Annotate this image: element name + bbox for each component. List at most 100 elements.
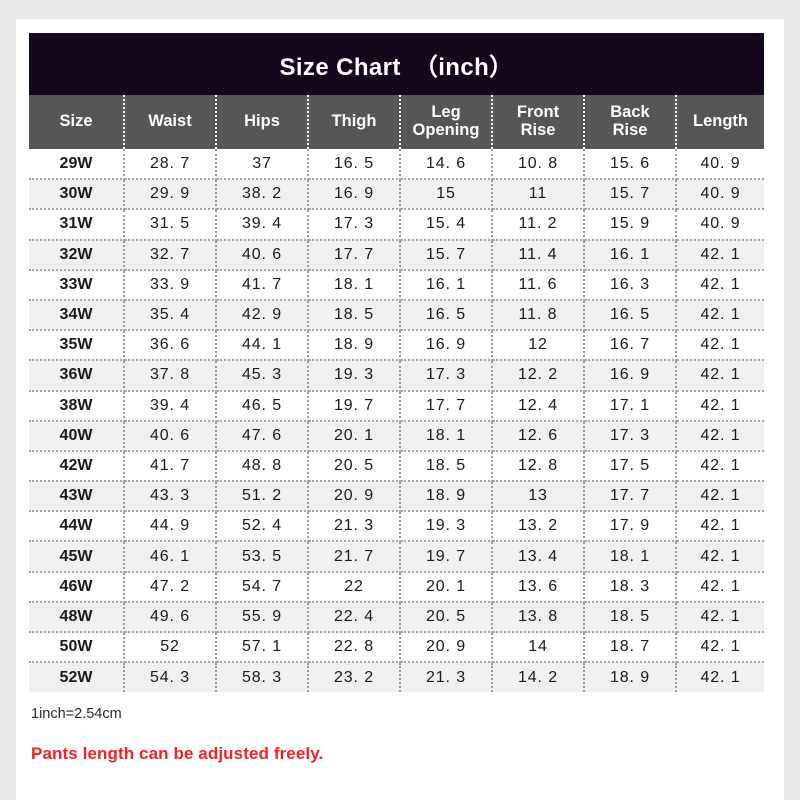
measurement-cell: 55. 9 bbox=[216, 601, 309, 634]
measurement-cell: 11. 8 bbox=[492, 299, 585, 332]
measurement-cell: 16. 5 bbox=[584, 299, 677, 332]
column-header-waist: Waist bbox=[124, 95, 217, 149]
measurement-cell: 28. 7 bbox=[124, 149, 217, 181]
table-row: 40W 40. 6 47. 6 20. 1 18. 1 12. 6 17. 3 42. 1 bbox=[29, 420, 764, 452]
measurement-cell: 20. 9 bbox=[308, 481, 401, 513]
measurement-cell: 13. 8 bbox=[492, 601, 585, 634]
table-row: 48W 49. 6 55. 9 22. 4 20. 5 13. 8 18. 5 42. 1 bbox=[29, 601, 764, 634]
table-body: 29W 28. 7 37 16. 5 14. 6 10. 8 15. 6 40. 9 30W 29… bbox=[29, 149, 764, 693]
measurement-cell: 12. 8 bbox=[492, 450, 585, 483]
measurement-cell: 22. 4 bbox=[308, 601, 401, 634]
measurement-cell: 19. 3 bbox=[400, 511, 493, 543]
measurement-cell: 15. 9 bbox=[584, 209, 677, 241]
table-row: 29W 28. 7 37 16. 5 14. 6 10. 8 15. 6 40. 9 bbox=[29, 149, 764, 181]
measurement-cell: 54. 3 bbox=[124, 662, 217, 693]
size-label: 40W bbox=[29, 420, 125, 452]
measurement-cell: 44. 9 bbox=[124, 511, 217, 543]
measurement-cell: 58. 3 bbox=[216, 662, 309, 693]
measurement-cell: 39. 4 bbox=[216, 209, 309, 241]
measurement-cell: 20. 1 bbox=[400, 571, 493, 603]
measurement-cell: 16. 7 bbox=[584, 330, 677, 362]
measurement-cell: 54. 7 bbox=[216, 571, 309, 603]
measurement-cell: 17. 1 bbox=[584, 390, 677, 422]
measurement-cell: 17. 7 bbox=[584, 481, 677, 513]
measurement-cell: 52 bbox=[124, 632, 217, 664]
measurement-cell: 18. 5 bbox=[400, 450, 493, 483]
measurement-cell: 43. 3 bbox=[124, 481, 217, 513]
size-label: 43W bbox=[29, 481, 125, 513]
chart-title: Size Chart （inch） bbox=[29, 33, 764, 95]
table-row: 33W 33. 9 41. 7 18. 1 16. 1 11. 6 16. 3 42. 1 bbox=[29, 269, 764, 301]
measurement-cell: 12. 2 bbox=[492, 360, 585, 392]
column-header-length: Length bbox=[676, 95, 764, 149]
measurement-cell: 40. 9 bbox=[676, 179, 764, 211]
measurement-cell: 21. 3 bbox=[400, 662, 493, 693]
measurement-cell: 19. 7 bbox=[400, 541, 493, 573]
measurement-cell: 18. 3 bbox=[584, 571, 677, 603]
size-label: 45W bbox=[29, 541, 125, 573]
measurement-cell: 11. 2 bbox=[492, 209, 585, 241]
measurement-cell: 15. 6 bbox=[584, 149, 677, 181]
measurement-cell: 17. 3 bbox=[400, 360, 493, 392]
size-label: 38W bbox=[29, 390, 125, 422]
size-label: 30W bbox=[29, 179, 125, 211]
size-label: 31W bbox=[29, 209, 125, 241]
table-column-headers: Size Waist Hips Thigh Leg Opening Front Rise Bac… bbox=[29, 95, 764, 149]
measurement-cell: 20. 1 bbox=[308, 420, 401, 452]
size-label: 46W bbox=[29, 571, 125, 603]
measurement-cell: 11. 4 bbox=[492, 239, 585, 271]
measurement-cell: 21. 3 bbox=[308, 511, 401, 543]
table-row: 50W 52 57. 1 22. 8 20. 9 14 18. 7 42. 1 bbox=[29, 632, 764, 664]
measurement-cell: 38. 2 bbox=[216, 179, 309, 211]
measurement-cell: 15. 7 bbox=[400, 239, 493, 271]
table-row: 34W 35. 4 42. 9 18. 5 16. 5 11. 8 16. 5 42. 1 bbox=[29, 299, 764, 332]
table-row: 35W 36. 6 44. 1 18. 9 16. 9 12 16. 7 42. 1 bbox=[29, 330, 764, 362]
measurement-cell: 15. 7 bbox=[584, 179, 677, 211]
table-row: 42W 41. 7 48. 8 20. 5 18. 5 12. 8 17. 5 42. 1 bbox=[29, 450, 764, 483]
measurement-cell: 47. 2 bbox=[124, 571, 217, 603]
measurement-cell: 12. 6 bbox=[492, 420, 585, 452]
measurement-cell: 42. 1 bbox=[676, 601, 764, 634]
measurement-cell: 17. 3 bbox=[584, 420, 677, 452]
measurement-cell: 18. 7 bbox=[584, 632, 677, 664]
size-label: 33W bbox=[29, 269, 125, 301]
measurement-cell: 42. 1 bbox=[676, 511, 764, 543]
measurement-cell: 42. 1 bbox=[676, 420, 764, 452]
measurement-cell: 40. 6 bbox=[216, 239, 309, 271]
measurement-cell: 33. 9 bbox=[124, 269, 217, 301]
measurement-cell: 17. 5 bbox=[584, 450, 677, 483]
measurement-cell: 46. 1 bbox=[124, 541, 217, 573]
measurement-cell: 17. 3 bbox=[308, 209, 401, 241]
measurement-cell: 41. 7 bbox=[216, 269, 309, 301]
measurement-cell: 31. 5 bbox=[124, 209, 217, 241]
column-header-front-rise: Front Rise bbox=[492, 95, 585, 149]
measurement-cell: 20. 5 bbox=[308, 450, 401, 483]
measurement-cell: 52. 4 bbox=[216, 511, 309, 543]
column-header-size: Size bbox=[29, 95, 125, 149]
measurement-cell: 13. 4 bbox=[492, 541, 585, 573]
table-row: 46W 47. 2 54. 7 22 20. 1 13. 6 18. 3 42. 1 bbox=[29, 571, 764, 603]
measurement-cell: 42. 1 bbox=[676, 450, 764, 483]
table-row: 30W 29. 9 38. 2 16. 9 15 11 15. 7 40. 9 bbox=[29, 179, 764, 211]
measurement-cell: 18. 1 bbox=[308, 269, 401, 301]
size-label: 32W bbox=[29, 239, 125, 271]
measurement-cell: 29. 9 bbox=[124, 179, 217, 211]
measurement-cell: 16. 9 bbox=[584, 360, 677, 392]
measurement-cell: 18. 9 bbox=[584, 662, 677, 693]
table-row: 32W 32. 7 40. 6 17. 7 15. 7 11. 4 16. 1 42. 1 bbox=[29, 239, 764, 271]
size-label: 35W bbox=[29, 330, 125, 362]
measurement-cell: 18. 9 bbox=[400, 481, 493, 513]
measurement-cell: 42. 9 bbox=[216, 299, 309, 332]
measurement-cell: 22 bbox=[308, 571, 401, 603]
size-label: 48W bbox=[29, 601, 125, 634]
measurement-cell: 39. 4 bbox=[124, 390, 217, 422]
measurement-cell: 42. 1 bbox=[676, 662, 764, 693]
measurement-cell: 13. 6 bbox=[492, 571, 585, 603]
measurement-cell: 14 bbox=[492, 632, 585, 664]
size-label: 44W bbox=[29, 511, 125, 543]
measurement-cell: 42. 1 bbox=[676, 541, 764, 573]
measurement-cell: 16. 5 bbox=[400, 299, 493, 332]
measurement-cell: 42. 1 bbox=[676, 269, 764, 301]
column-header-back-rise: Back Rise bbox=[584, 95, 677, 149]
measurement-cell: 20. 9 bbox=[400, 632, 493, 664]
